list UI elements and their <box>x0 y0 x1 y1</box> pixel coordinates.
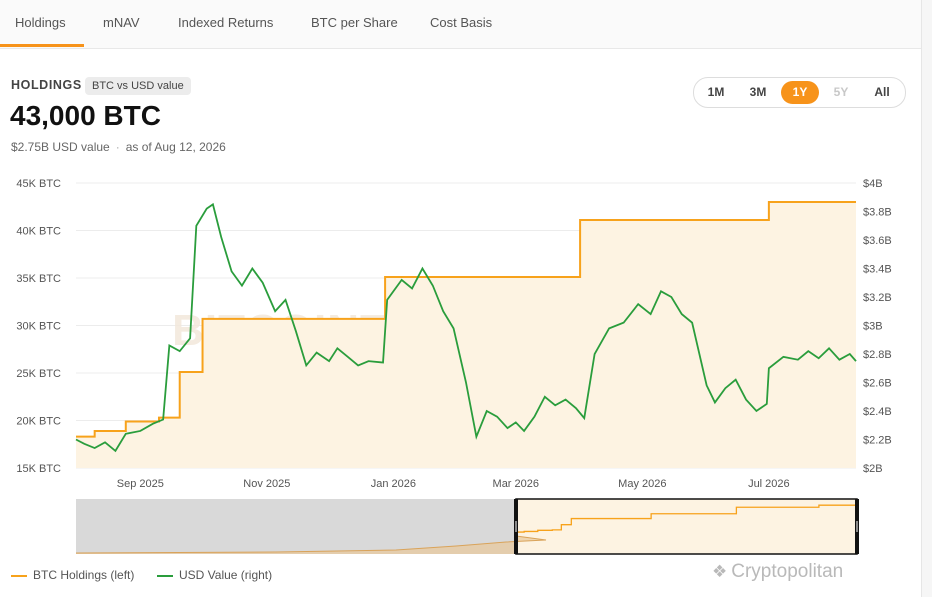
section-label: HOLDINGS <box>11 78 82 92</box>
y-left-tick-label: 30K BTC <box>16 321 61 333</box>
cryptopolitan-logo-icon: ❖ <box>712 562 728 581</box>
y-right-tick-label: $4B <box>863 178 883 190</box>
range-button-1y[interactable]: 1Y <box>781 81 819 104</box>
navigator-history-area <box>76 536 546 554</box>
navigator-history-line <box>75 535 547 554</box>
tab-bar: Holdings mNAV Indexed Returns BTC per Sh… <box>0 0 921 49</box>
y-right-tick-label: $3.4B <box>863 264 892 276</box>
tab-indexed-returns[interactable]: Indexed Returns <box>178 15 274 30</box>
legend-label-btc: BTC Holdings (left) <box>33 568 135 582</box>
y-left-tick-label: 25K BTC <box>16 368 61 380</box>
y-right-tick-label: $2.4B <box>863 406 892 418</box>
y-left-tick-label: 40K BTC <box>16 226 61 238</box>
range-button-5y: 5Y <box>833 85 849 99</box>
y-right-tick-label: $3.2B <box>863 292 892 304</box>
y-right-tick-label: $2.2B <box>863 435 892 447</box>
x-tick-label: Sep 2025 <box>117 478 164 490</box>
legend-btc-holdings[interactable]: BTC Holdings (left) <box>11 567 134 583</box>
range-button-3m[interactable]: 3M <box>749 85 767 99</box>
y-right-tick-label: $3.8B <box>863 207 892 219</box>
x-tick-label: May 2026 <box>618 478 666 490</box>
y-right-tick-label: $3B <box>863 321 883 333</box>
tab-holdings[interactable]: Holdings <box>15 15 66 30</box>
usd-value-line[interactable] <box>75 202 857 453</box>
as-of-date: as of Aug 12, 2026 <box>125 140 226 154</box>
tab-mnav[interactable]: mNAV <box>103 15 140 30</box>
y-right-tick-label: $2.6B <box>863 378 892 390</box>
y-right-tick-label: $3.6B <box>863 235 892 247</box>
x-tick-label: Mar 2026 <box>493 478 539 490</box>
x-tick-label: Jan 2026 <box>371 478 416 490</box>
comparison-badge: BTC vs USD value <box>85 77 191 95</box>
y-right-tick-label: $2B <box>863 463 883 475</box>
range-selector: 1M 3M 1Y 5Y All <box>693 77 906 108</box>
y-left-tick-label: 45K BTC <box>16 178 61 190</box>
y-right-tick-label: $2.8B <box>863 349 892 361</box>
range-navigator[interactable] <box>75 498 859 555</box>
tab-cost-basis[interactable]: Cost Basis <box>430 15 493 30</box>
x-tick-label: Nov 2025 <box>243 478 290 490</box>
tab-btc-per-share[interactable]: BTC per Share <box>311 15 398 30</box>
y-axis-left: 45K BTC 40K BTC 35K BTC 30K BTC 25K BTC 20K B… <box>16 178 61 475</box>
y-axis-right: $4B $3.8B $3.6B $3.4B $3.2B $3B $2.8B $2.6B $2.4… <box>863 178 892 475</box>
cryptopolitan-brand: ❖ Cryptopolitan <box>712 561 843 583</box>
active-tab-indicator <box>0 44 84 47</box>
y-left-tick-label: 20K BTC <box>16 416 61 428</box>
range-button-all[interactable]: All <box>874 85 890 99</box>
navigator-unselected-region <box>76 499 516 554</box>
legend-swatch-btc <box>11 574 27 577</box>
holdings-value: 43,000 BTC <box>10 100 161 131</box>
legend-usd-value[interactable]: USD Value (right) <box>157 567 272 583</box>
range-button-1m[interactable]: 1M <box>707 85 725 99</box>
separator-dot: · <box>115 140 120 154</box>
navigator-selected-region <box>516 499 857 554</box>
x-axis: Sep 2025 Nov 2025 Jan 2026 Mar 2026 May 2026… <box>117 478 790 490</box>
y-left-tick-label: 35K BTC <box>16 273 61 285</box>
value-subline: $2.75B USD value · as of Aug 12, 2026 <box>11 140 226 154</box>
usd-value: $2.75B USD value <box>11 140 110 154</box>
legend-swatch-usd <box>157 574 173 577</box>
y-left-tick-label: 15K BTC <box>16 463 61 475</box>
navigator-btc-line <box>516 504 857 533</box>
brand-text: Cryptopolitan <box>731 561 844 582</box>
legend-label-usd: USD Value (right) <box>179 568 273 582</box>
btc-holdings-area <box>76 202 856 468</box>
btc-holdings-line[interactable] <box>76 201 856 438</box>
x-tick-label: Jul 2026 <box>748 478 790 490</box>
